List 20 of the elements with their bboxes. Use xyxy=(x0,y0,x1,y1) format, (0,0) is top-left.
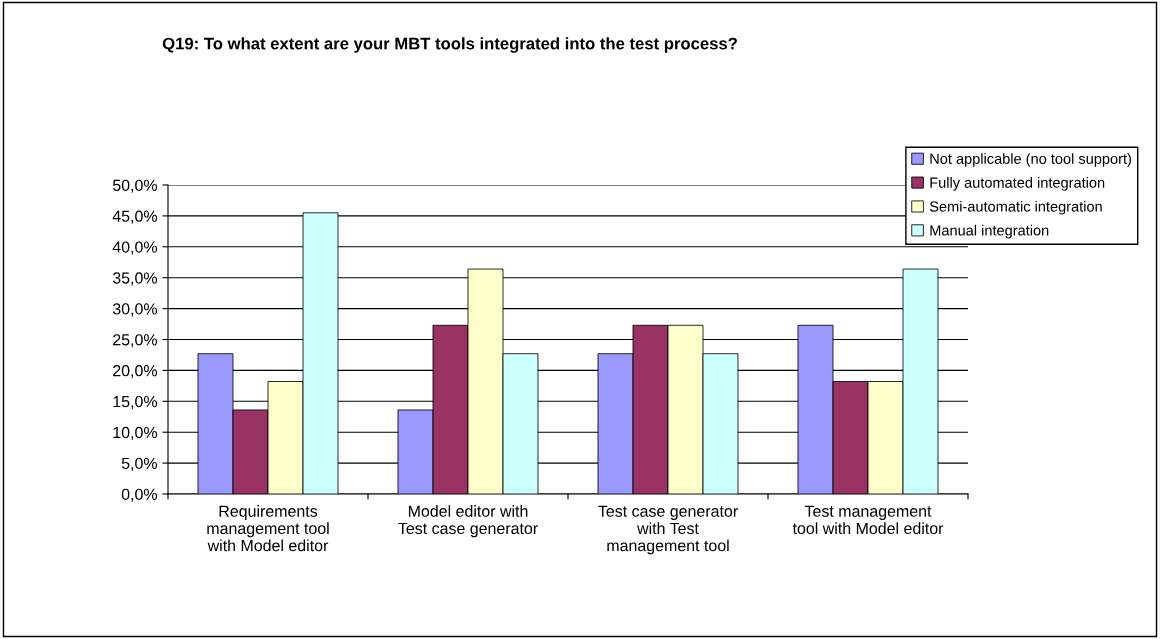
y-tick-label: 50,0% xyxy=(112,179,158,193)
y-tick-label: 0,0% xyxy=(121,488,158,502)
chart-title: Q19: To what extent are your MBT tools integrated into the test process? xyxy=(162,37,737,53)
y-tick-label: 40,0% xyxy=(112,241,158,255)
y-tick-label: 45,0% xyxy=(112,210,158,224)
legend-label: Manual integration xyxy=(930,224,1049,239)
y-tick-label: 30,0% xyxy=(112,303,158,317)
x-tick-label: Test case generator with Test management tool xyxy=(598,505,738,555)
x-tick-label: Test management tool with Model editor xyxy=(792,505,944,535)
y-tick-label: 10,0% xyxy=(113,426,158,441)
legend-label: Not applicable (no tool support) xyxy=(930,153,1131,167)
y-tick-label: 5,0% xyxy=(121,457,158,471)
x-tick-label: Requirements management tool with Model editor xyxy=(207,505,329,552)
x-tick-label: Model editor with Test case generator xyxy=(398,505,538,538)
legend-label: Fully automated integration xyxy=(930,177,1105,191)
legend-label: Semi-automatic integration xyxy=(929,200,1102,215)
y-tick-label: 20,0% xyxy=(113,365,158,379)
y-tick-label: 15,0% xyxy=(113,395,158,410)
y-tick-label: 35,0% xyxy=(112,272,158,286)
y-tick-label: 25,0% xyxy=(113,334,158,348)
